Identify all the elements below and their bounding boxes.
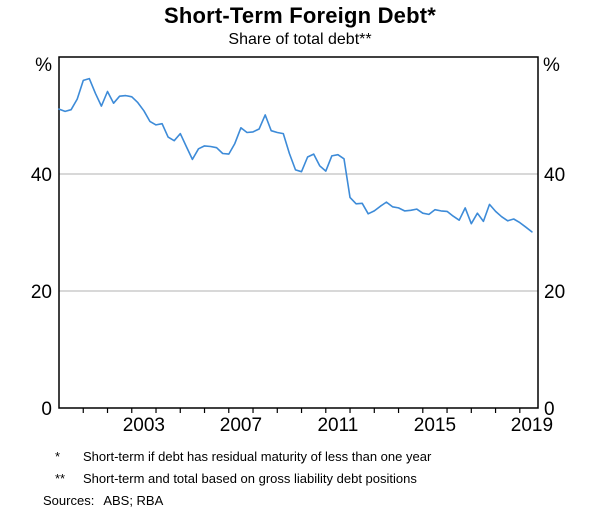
y-tick-label-right-40: 40 xyxy=(544,165,565,186)
x-tick-label-2011: 2011 xyxy=(317,415,358,436)
sources-line: Sources: ABS; RBA xyxy=(0,490,600,509)
y-tick-label-left-20: 20 xyxy=(31,282,52,303)
y-tick-label-left-0: 0 xyxy=(41,399,52,420)
sources-text: ABS; RBA xyxy=(103,493,164,508)
footnote-2-text: Short-term and total based on gross liab… xyxy=(83,471,417,486)
x-tick-label-2007: 2007 xyxy=(220,415,262,436)
debt-share-line xyxy=(58,77,533,233)
chart-subtitle: Share of total debt** xyxy=(228,31,372,48)
sources-label: Sources: xyxy=(43,493,95,508)
chart-title: Short-Term Foreign Debt* xyxy=(163,3,437,28)
footnote-1: * Short-term if debt has residual maturi… xyxy=(0,446,600,468)
x-tick-label-2019: 2019 xyxy=(511,415,553,436)
y-tick-label-right-0: 0 xyxy=(544,399,555,420)
x-tick-label-2003: 2003 xyxy=(123,415,165,436)
footnote-2-marker: ** xyxy=(55,471,66,486)
y-tick-label-left-40: 40 xyxy=(31,165,52,186)
footnote-1-text: Short-term if debt has residual maturity… xyxy=(83,449,432,464)
plot-frame xyxy=(58,56,539,409)
footnote-1-marker: * xyxy=(55,449,61,464)
y-tick-label-right-20: 20 xyxy=(544,282,565,303)
footnotes: * Short-term if debt has residual maturi… xyxy=(0,446,600,509)
y-axis-unit-left: % xyxy=(35,55,52,76)
y-axis-unit-right: % xyxy=(543,55,560,76)
footnote-2: ** Short-term and total based on gross l… xyxy=(0,468,600,490)
x-tick-label-2015: 2015 xyxy=(414,415,456,436)
